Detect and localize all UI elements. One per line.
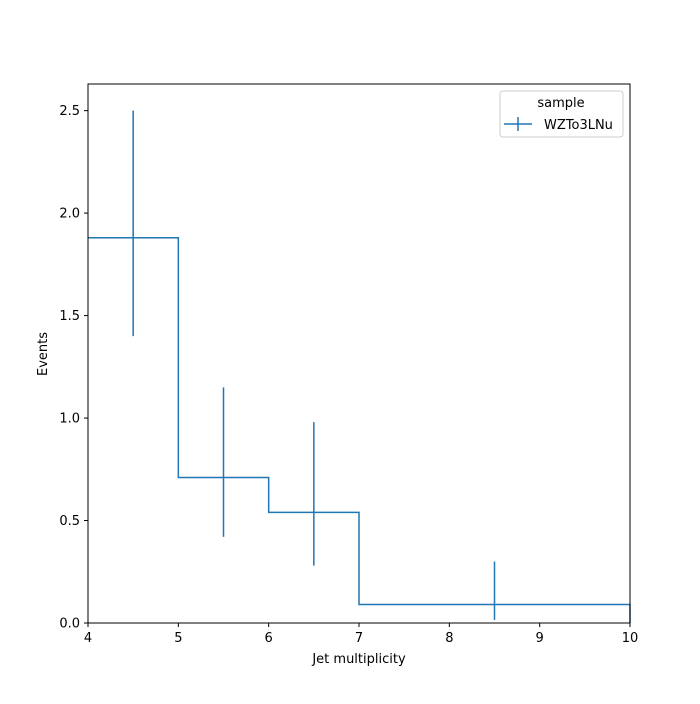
legend-marker bbox=[504, 117, 532, 131]
legend-title: sample bbox=[537, 96, 584, 111]
y-tick-label: 2.5 bbox=[59, 104, 80, 119]
x-tick-label: 8 bbox=[445, 631, 453, 646]
x-axis-label: Jet multiplicity bbox=[311, 652, 406, 667]
legend: sample WZTo3LNu bbox=[499, 90, 624, 138]
y-tick-label: 1.5 bbox=[59, 309, 80, 324]
y-axis: 0.0 0.5 1.0 1.5 2.0 2.5 bbox=[59, 104, 88, 632]
data-marks bbox=[88, 110, 631, 623]
x-axis: 4 5 6 7 8 9 10 bbox=[84, 623, 638, 646]
y-axis-label: Events bbox=[36, 332, 51, 376]
histogram-step-line bbox=[88, 236, 631, 623]
y-tick-label: 1.0 bbox=[59, 412, 80, 427]
x-tick-label: 4 bbox=[84, 631, 92, 646]
x-tick-label: 7 bbox=[355, 631, 363, 646]
legend-box bbox=[499, 90, 624, 138]
x-tick-label: 5 bbox=[174, 631, 182, 646]
y-tick-label: 2.0 bbox=[59, 207, 80, 222]
x-tick-label: 6 bbox=[265, 631, 273, 646]
y-tick-label: 0.5 bbox=[59, 514, 80, 529]
y-tick-label: 0.0 bbox=[59, 617, 80, 632]
x-tick-label: 9 bbox=[536, 631, 544, 646]
x-tick-label: 10 bbox=[622, 631, 639, 646]
legend-entry-label: WZTo3LNu bbox=[544, 118, 613, 133]
